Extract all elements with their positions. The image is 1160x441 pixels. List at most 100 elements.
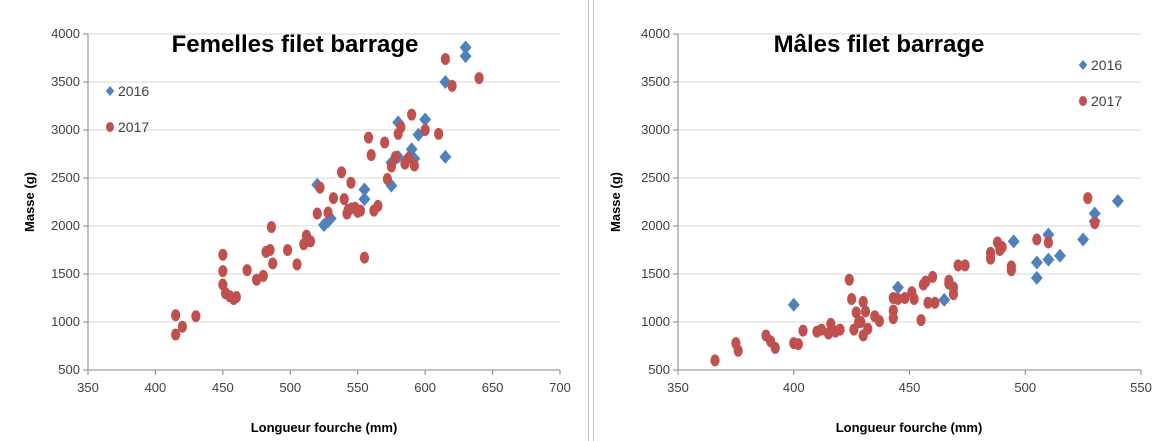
legend-label-2017: 2017 [1091, 93, 1122, 109]
legend-label-2017: 2017 [118, 119, 149, 135]
data-point-2017 [258, 269, 268, 282]
y-tick-label: 1500 [51, 266, 80, 281]
legend-marker-2017 [1079, 96, 1087, 106]
data-point-2017 [923, 296, 933, 309]
data-point-2017 [816, 323, 827, 336]
legend-marker-2017 [106, 122, 114, 132]
legend-label-2016: 2016 [118, 83, 149, 99]
data-point-2017 [396, 121, 406, 134]
data-point-2017 [305, 235, 316, 248]
data-point-2017 [863, 322, 873, 335]
data-point-2017 [916, 314, 926, 327]
x-tick-label: 450 [212, 380, 234, 395]
x-tick-label: 700 [549, 380, 571, 395]
y-tick-label: 3500 [641, 74, 670, 89]
y-tick-label: 4000 [51, 26, 80, 41]
y-tick-label: 2000 [51, 218, 80, 233]
data-point-2017 [928, 270, 938, 283]
data-point-2017 [985, 246, 996, 259]
data-point-2017 [474, 72, 484, 85]
data-point-2016 [358, 192, 371, 207]
data-point-2017 [948, 281, 959, 294]
x-tick-label: 450 [899, 380, 921, 395]
data-point-2017 [770, 341, 780, 354]
data-point-2017 [265, 244, 275, 256]
data-point-2017 [355, 204, 366, 217]
data-point-2017 [798, 324, 808, 337]
data-point-2016 [1030, 270, 1043, 285]
data-point-2016 [1030, 255, 1043, 270]
data-point-2017 [844, 273, 854, 286]
data-point-2017 [893, 292, 903, 305]
data-point-2017 [960, 259, 970, 272]
data-point-2017 [447, 79, 457, 92]
x-tick-label: 400 [783, 380, 805, 395]
y-tick-label: 2500 [51, 170, 80, 185]
data-point-2017 [266, 220, 277, 233]
x-axis-title: Longueur fourche (mm) [836, 420, 983, 435]
data-point-2017 [874, 315, 885, 328]
data-point-2017 [315, 181, 325, 194]
data-point-2017 [888, 304, 898, 317]
data-point-2017 [835, 323, 845, 336]
data-point-2017 [171, 328, 181, 341]
chart-title: Mâles filet barrage [774, 31, 985, 58]
data-point-2017 [177, 320, 187, 333]
data-point-2016 [358, 182, 371, 197]
data-point-2017 [312, 207, 322, 220]
data-point-2017 [1032, 233, 1042, 246]
chart-panel-males: 500 1000 1500 2000 2500 3000 3500 4000 350 400 450… [593, 0, 1160, 441]
data-point-2017 [860, 305, 871, 318]
x-tick-label: 350 [77, 380, 99, 395]
data-point-2017 [336, 166, 347, 179]
x-tick-label: 350 [667, 380, 689, 395]
data-point-2017 [373, 199, 383, 212]
data-point-2017 [909, 292, 919, 305]
data-point-2017 [733, 344, 743, 357]
data-point-2017 [847, 292, 857, 305]
chart-title: Femelles filet barrage [172, 31, 419, 58]
data-point-2017 [292, 258, 302, 271]
data-point-2017 [366, 148, 376, 161]
data-point-2017 [323, 206, 333, 219]
data-point-2017 [191, 310, 201, 323]
data-point-2017 [409, 159, 419, 172]
data-point-2017 [339, 193, 349, 206]
y-tick-label: 3000 [641, 122, 670, 137]
y-tick-label: 3500 [51, 74, 80, 89]
data-point-2017 [231, 291, 241, 304]
data-point-2017 [823, 327, 834, 340]
x-axis-title: Longueur fourche (mm) [251, 420, 398, 435]
data-point-2017 [420, 124, 430, 136]
data-point-2017 [407, 108, 417, 121]
data-point-2017 [900, 292, 910, 304]
data-point-2017 [171, 309, 181, 322]
data-point-2016 [459, 40, 472, 55]
data-point-2016 [1111, 194, 1124, 209]
y-tick-label: 500 [58, 362, 80, 377]
legend-marker-2016 [105, 86, 115, 96]
data-point-2016 [459, 49, 472, 64]
data-point-2017 [242, 264, 252, 277]
y-tick-label: 4000 [641, 26, 670, 41]
data-point-2017 [346, 176, 356, 189]
data-point-2016 [1007, 234, 1020, 249]
chart-panel-femelles: 500 1000 1500 2000 2500 3000 3500 4000 350 400 450… [22, 0, 589, 441]
data-point-2017 [268, 257, 278, 270]
data-point-2017 [390, 150, 401, 163]
data-point-2017 [1083, 192, 1093, 205]
data-point-2017 [856, 316, 866, 328]
data-point-2017 [380, 136, 390, 149]
legend-label-2016: 2016 [1091, 57, 1122, 73]
data-point-2017 [858, 295, 868, 308]
data-point-2017 [386, 160, 397, 173]
y-tick-label: 3000 [51, 122, 80, 137]
data-point-2017 [363, 131, 374, 144]
data-point-2017 [434, 127, 444, 140]
y-tick-label: 1000 [641, 314, 670, 329]
data-point-2017 [930, 296, 940, 309]
data-point-2016 [938, 292, 951, 307]
y-tick-label: 2000 [641, 218, 670, 233]
data-point-2017 [282, 244, 293, 256]
legend-marker-2016 [1078, 60, 1088, 70]
